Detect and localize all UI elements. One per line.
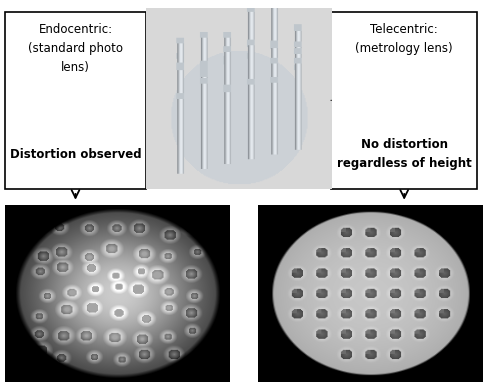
Text: No distortion
regardless of height: No distortion regardless of height: [337, 139, 471, 170]
FancyBboxPatch shape: [331, 12, 477, 189]
Text: Distortion observed: Distortion observed: [10, 148, 141, 161]
FancyBboxPatch shape: [5, 12, 146, 189]
Text: Endocentric:
(standard photo
lens): Endocentric: (standard photo lens): [28, 23, 123, 74]
Text: Telecentric:
(metrology lens): Telecentric: (metrology lens): [356, 23, 453, 55]
